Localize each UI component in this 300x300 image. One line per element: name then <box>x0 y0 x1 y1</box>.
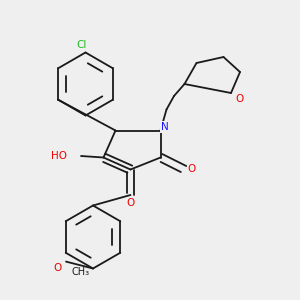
Text: CH₃: CH₃ <box>72 267 90 277</box>
Text: O: O <box>126 197 135 208</box>
Text: O: O <box>53 262 61 273</box>
Text: O: O <box>188 164 196 175</box>
Text: N: N <box>161 122 169 132</box>
Text: HO: HO <box>50 151 67 161</box>
Text: Cl: Cl <box>77 40 87 50</box>
Text: O: O <box>236 94 244 104</box>
